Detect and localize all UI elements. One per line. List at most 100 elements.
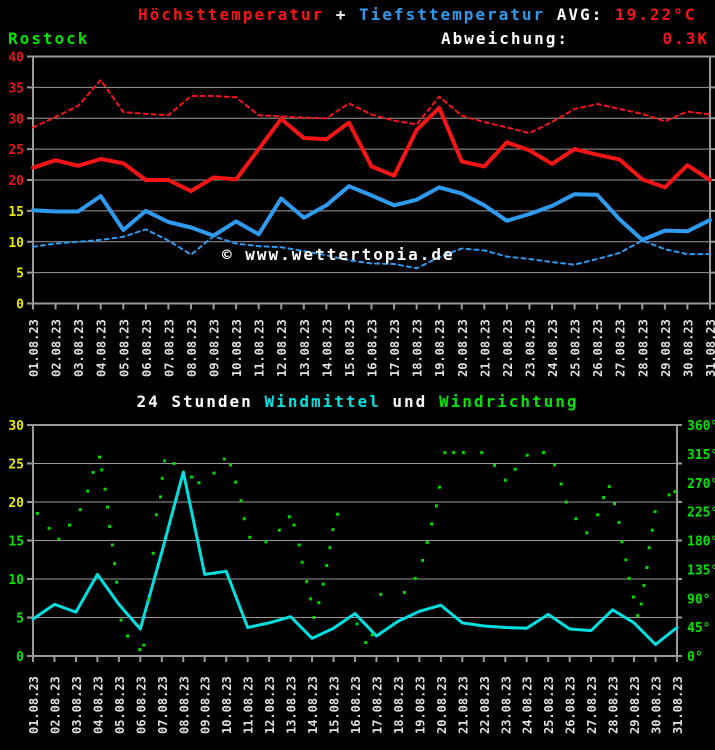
- wind-title-und: und: [380, 392, 439, 411]
- wind-direction-dot: [159, 495, 162, 499]
- wind-direction-dot: [379, 592, 383, 596]
- wind-direction-dot: [110, 543, 114, 547]
- axis-label: 10: [8, 236, 24, 251]
- wind-direction-dot: [574, 517, 578, 521]
- wind-direction-dot: [585, 531, 589, 535]
- wind-chart-title: 24 Stunden Windmittel und Windrichtung: [0, 392, 715, 411]
- date-label: 25.08.23: [542, 676, 556, 734]
- wind-direction-dot: [126, 634, 129, 638]
- wind-direction-dot: [631, 595, 635, 599]
- axis-label: 135°: [687, 563, 715, 578]
- wind-direction-dot: [222, 457, 226, 461]
- wind-direction-dot: [197, 481, 201, 485]
- wind-direction-dot: [234, 480, 238, 484]
- axis-label: 20: [8, 496, 24, 511]
- wind-direction-dot: [106, 505, 109, 509]
- wind-direction-dot: [328, 546, 332, 550]
- wind-direction-dot: [287, 515, 291, 519]
- date-label: 29.08.23: [628, 676, 642, 734]
- wind-direction-dot: [425, 540, 429, 544]
- date-label: 31.08.23: [704, 319, 715, 377]
- wind-direction-dot: [142, 643, 146, 647]
- date-label: 24.08.23: [546, 319, 560, 377]
- axis-label: 25: [8, 143, 24, 158]
- date-label: 01.08.23: [27, 676, 41, 734]
- wind-direction-dot: [242, 517, 246, 521]
- wind-direction-dot: [653, 510, 657, 514]
- wind-direction-dot: [91, 471, 95, 474]
- axis-label: 40: [8, 51, 24, 66]
- date-label: 04.08.23: [91, 676, 105, 734]
- wind-direction-dot: [627, 576, 631, 580]
- wind-direction-dot: [667, 493, 671, 497]
- wind-direction-dot: [355, 622, 359, 626]
- date-label: 13.08.23: [298, 319, 312, 377]
- avg-label: AVG:: [545, 5, 615, 24]
- date-label: 14.08.23: [306, 676, 320, 734]
- date-label: 30.08.23: [681, 319, 695, 377]
- date-label: 02.08.23: [50, 319, 64, 377]
- wind-direction-dot: [607, 485, 611, 489]
- date-label: 05.08.23: [117, 319, 131, 377]
- wind-direction-dot: [430, 522, 434, 526]
- wind-direction-dot: [624, 558, 628, 562]
- axis-label: 35: [8, 81, 24, 96]
- axis-label: 360°: [687, 419, 715, 434]
- axis-label: 45°: [687, 621, 710, 636]
- wind-direction-dot: [321, 582, 325, 586]
- wind-direction-dot: [138, 648, 142, 652]
- date-label: 20.08.23: [435, 676, 449, 734]
- date-label: 27.08.23: [614, 319, 628, 377]
- date-label: 06.08.23: [134, 676, 148, 734]
- wind-direction-dot: [86, 489, 90, 493]
- axis-label: 30: [8, 419, 24, 434]
- wind-direction-dot: [461, 451, 465, 455]
- date-label: 07.08.23: [162, 319, 176, 377]
- date-label: 28.08.23: [607, 676, 621, 734]
- wind-direction-dot: [277, 528, 281, 532]
- date-label: 26.08.23: [591, 319, 605, 377]
- date-label: 21.08.23: [456, 676, 470, 734]
- wind-direction-dot: [305, 580, 309, 584]
- wind-direction-dot: [68, 523, 71, 527]
- deviation-label: Abweichung:: [441, 29, 569, 48]
- wind-direction-dot: [47, 526, 51, 530]
- wind-direction-dot: [673, 490, 677, 494]
- wind-direction-dot: [309, 597, 313, 601]
- axis-label: 315°: [687, 448, 715, 463]
- date-label: 22.08.23: [501, 319, 515, 377]
- date-label: 18.08.23: [411, 319, 425, 377]
- wind-direction-dot: [103, 487, 107, 491]
- wind-direction-dot: [564, 500, 568, 504]
- wind-direction-dot: [553, 463, 557, 467]
- wind-direction-dot: [513, 467, 517, 471]
- date-label: 08.08.23: [185, 319, 199, 377]
- wind-direction-dot: [370, 633, 374, 637]
- wind-direction-dot: [421, 558, 425, 562]
- date-label: 13.08.23: [285, 676, 299, 734]
- deviation-value: 0.3K: [662, 29, 709, 48]
- wind-direction-dot: [172, 462, 176, 465]
- wind-direction-dot: [300, 560, 304, 564]
- date-label: 10.08.23: [220, 676, 234, 734]
- wind-direction-dot: [292, 523, 296, 527]
- station-name: Rostock: [8, 29, 90, 48]
- date-label: 11.08.23: [253, 319, 267, 377]
- wind-direction-dot: [115, 580, 119, 584]
- axis-label: 5: [16, 612, 24, 627]
- chart-header-line2: Abweichung: 0.3K: [441, 29, 709, 48]
- date-label: 29.08.23: [659, 319, 673, 377]
- wind-title-part1: 24 Stunden: [136, 392, 265, 411]
- title-plus: +: [324, 5, 360, 24]
- wind-direction-dot: [147, 598, 151, 601]
- wind-title-windrichtung: Windrichtung: [438, 392, 579, 411]
- axis-label: 10: [8, 573, 24, 588]
- axis-label: 0: [16, 298, 24, 313]
- avg-value: 19.22°C: [614, 5, 697, 24]
- date-label: 11.08.23: [242, 676, 256, 734]
- wind-direction-dot: [113, 562, 117, 566]
- axis-label: 30: [8, 112, 24, 127]
- date-label: 21.08.23: [478, 319, 492, 377]
- date-label: 09.08.23: [199, 676, 213, 734]
- axis-label: 15: [8, 205, 24, 220]
